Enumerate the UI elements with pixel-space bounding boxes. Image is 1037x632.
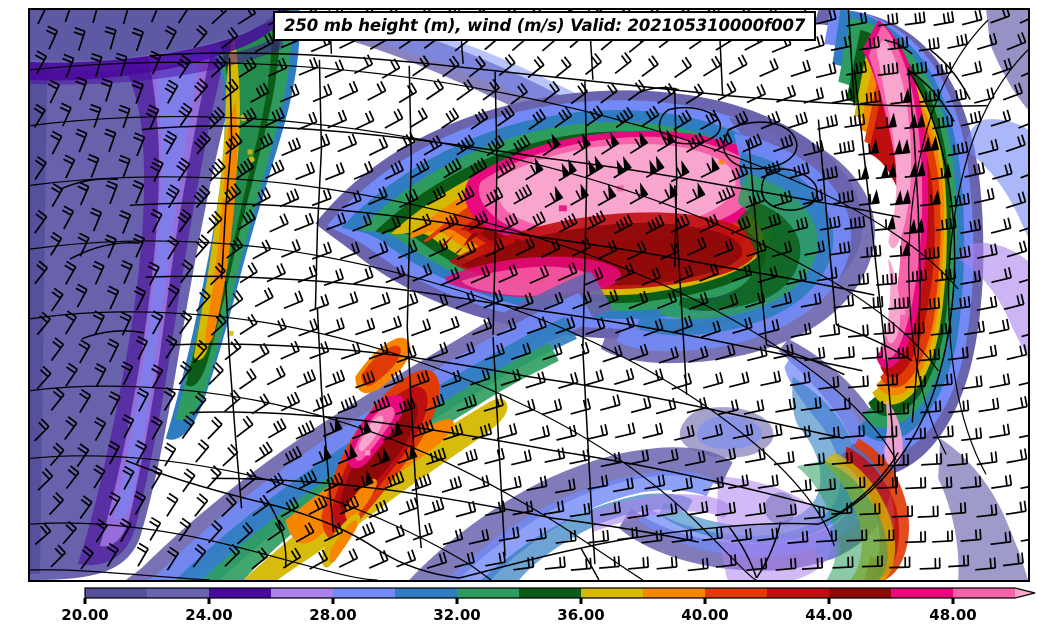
contour-band-southern-jet	[125, 271, 613, 580]
height-contours	[30, 19, 1028, 580]
colorbar-tick-label: 24.00	[185, 606, 232, 624]
contour-band-northwest-jet	[165, 10, 300, 440]
colorbar-tick-label: 28.00	[309, 606, 356, 624]
colorbar-tick-label: 36.00	[557, 606, 604, 624]
contour-band-central-jet	[315, 90, 863, 339]
colorbar-tick-label: 44.00	[805, 606, 852, 624]
colorbar-tick-label: 40.00	[681, 606, 728, 624]
contour-band-southeast-patches	[679, 407, 841, 561]
colorbar-bands	[84, 587, 1036, 599]
colorbar-ticks	[83, 598, 955, 604]
chart-title-text: 250 mb height (m), wind (m/s) Valid: 202…	[284, 16, 806, 35]
colorbar-tick-labels: 20.00 24.00 28.00 32.00 36.00 40.00 44.00 48.00	[61, 606, 976, 624]
contour-band-ohio-valley	[600, 117, 875, 364]
colorbar-tick-label: 20.00	[61, 606, 108, 624]
map-panel[interactable]: 250 mb height (m), wind (m/s) Valid: 202…	[28, 8, 1030, 582]
colorbar-tick-label: 48.00	[929, 606, 976, 624]
colorbar-tick-label: 32.00	[433, 606, 480, 624]
colorbar-svg: 20.00 24.00 28.00 32.00 36.00 40.00 44.00 48.00	[61, 587, 1036, 624]
chart-title-box: 250 mb height (m), wind (m/s) Valid: 202…	[273, 11, 817, 42]
contour-band-north-edge	[30, 10, 290, 85]
map-canvas	[30, 10, 1028, 580]
colorbar[interactable]: 20.00 24.00 28.00 32.00 36.00 40.00 44.00 48.00	[0, 584, 1037, 632]
